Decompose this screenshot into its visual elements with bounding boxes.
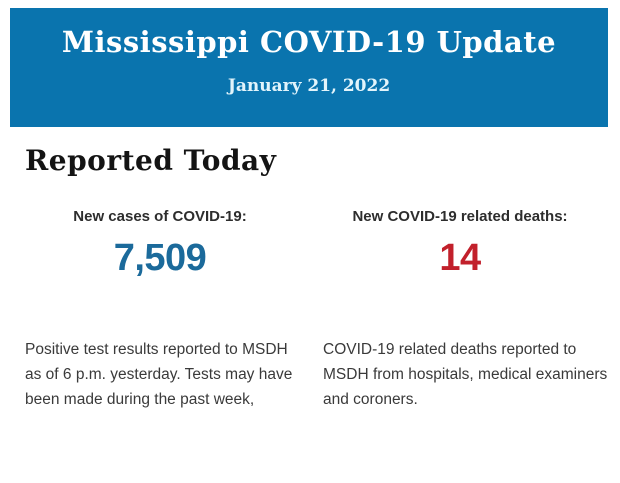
report-date: January 21, 2022 bbox=[227, 76, 391, 96]
report-content: Reported Today New cases of COVID-19: 7,… bbox=[0, 127, 620, 412]
page-title: Mississippi COVID-19 Update bbox=[61, 25, 557, 59]
stats-row: New cases of COVID-19: 7,509 New COVID-1… bbox=[10, 208, 610, 280]
new-deaths-label: New COVID-19 related deaths: bbox=[352, 208, 568, 225]
new-deaths-description: COVID-19 related deaths reported to MSDH… bbox=[323, 341, 608, 408]
new-cases-value: 7,509 bbox=[113, 237, 207, 279]
new-cases-stat: New cases of COVID-19: 7,509 bbox=[10, 208, 310, 280]
new-deaths-stat: New COVID-19 related deaths: 14 bbox=[310, 208, 610, 280]
new-cases-description: Positive test results reported to MSDH a… bbox=[25, 341, 293, 408]
new-cases-label: New cases of COVID-19: bbox=[73, 208, 247, 225]
new-deaths-value: 14 bbox=[439, 237, 481, 279]
header-banner: Mississippi COVID-19 Update January 21, … bbox=[10, 8, 608, 127]
descriptions-row: Positive test results reported to MSDH a… bbox=[10, 337, 610, 412]
section-heading: Reported Today bbox=[25, 144, 277, 177]
